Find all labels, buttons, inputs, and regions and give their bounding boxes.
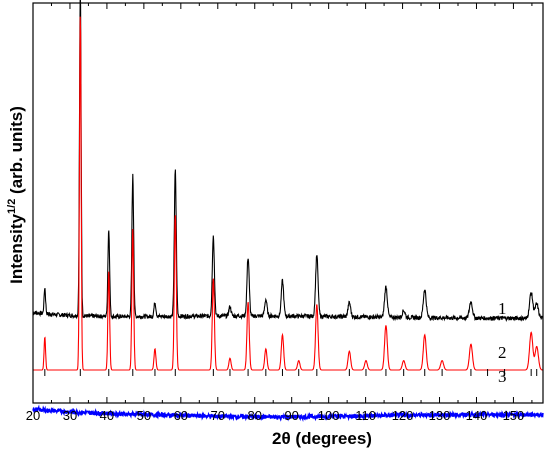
x-tick-label: 40: [100, 408, 114, 423]
series-layer: [32, 0, 544, 422]
x-tick-label: 80: [248, 408, 262, 423]
series-3-line: [32, 404, 544, 422]
x-tick-label: 90: [284, 408, 298, 423]
y-axis-title-main: Intensity: [7, 213, 26, 283]
curve-label-2: 2: [498, 343, 507, 362]
curve-label-3: 3: [498, 367, 507, 386]
curve-labels: 1 2 3: [498, 299, 507, 386]
series-1-line: [32, 0, 544, 323]
plot-frame: [32, 2, 544, 404]
x-tick-label: 150: [503, 408, 525, 423]
series-2-line: [33, 16, 543, 371]
x-axis-title: 2θ (degrees): [272, 429, 372, 448]
x-tick-label: 20: [26, 408, 40, 423]
y-axis-title-superscript: 1/2: [6, 199, 18, 214]
bragg-tick-layer: [44, 369, 538, 376]
x-tick-label: 130: [429, 408, 451, 423]
x-tick-label: 30: [63, 408, 77, 423]
y-axis-title: Intensity1/2 (arb. units): [6, 106, 26, 284]
curve-label-1: 1: [498, 299, 507, 318]
x-tick-label: 120: [392, 408, 414, 423]
x-tick-label: 70: [211, 408, 225, 423]
y-axis-title-unit: (arb. units): [7, 106, 26, 199]
x-tick-label: 100: [318, 408, 340, 423]
x-tick-label: 110: [355, 408, 376, 423]
x-tick-label: 60: [174, 408, 188, 423]
x-tick-label: 140: [466, 408, 488, 423]
x-axis-ticks: 20 30 40 50 60 70 80 90 100 110 120 130 140 150: [26, 3, 533, 423]
x-tick-label: 50: [137, 408, 151, 423]
